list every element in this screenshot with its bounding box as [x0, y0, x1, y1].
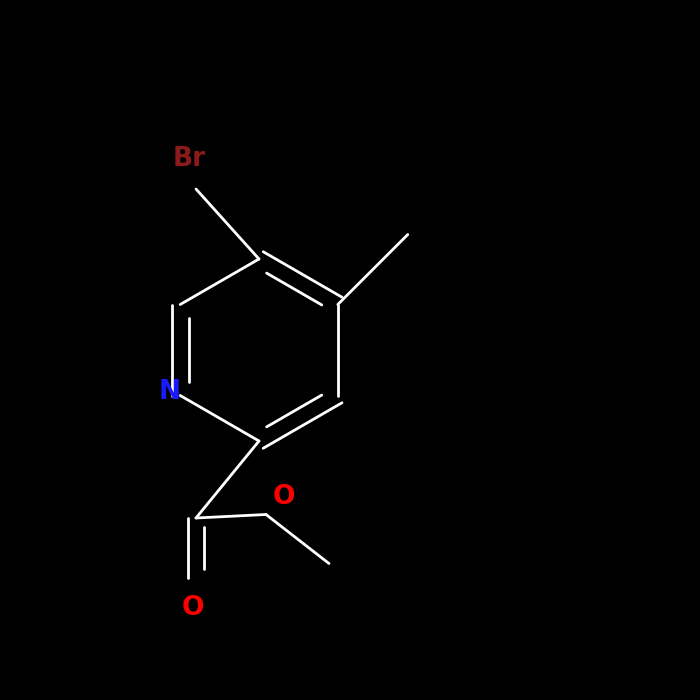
Text: N: N	[159, 379, 181, 405]
Text: O: O	[272, 484, 295, 510]
Text: Br: Br	[172, 146, 206, 172]
Text: O: O	[181, 595, 204, 621]
